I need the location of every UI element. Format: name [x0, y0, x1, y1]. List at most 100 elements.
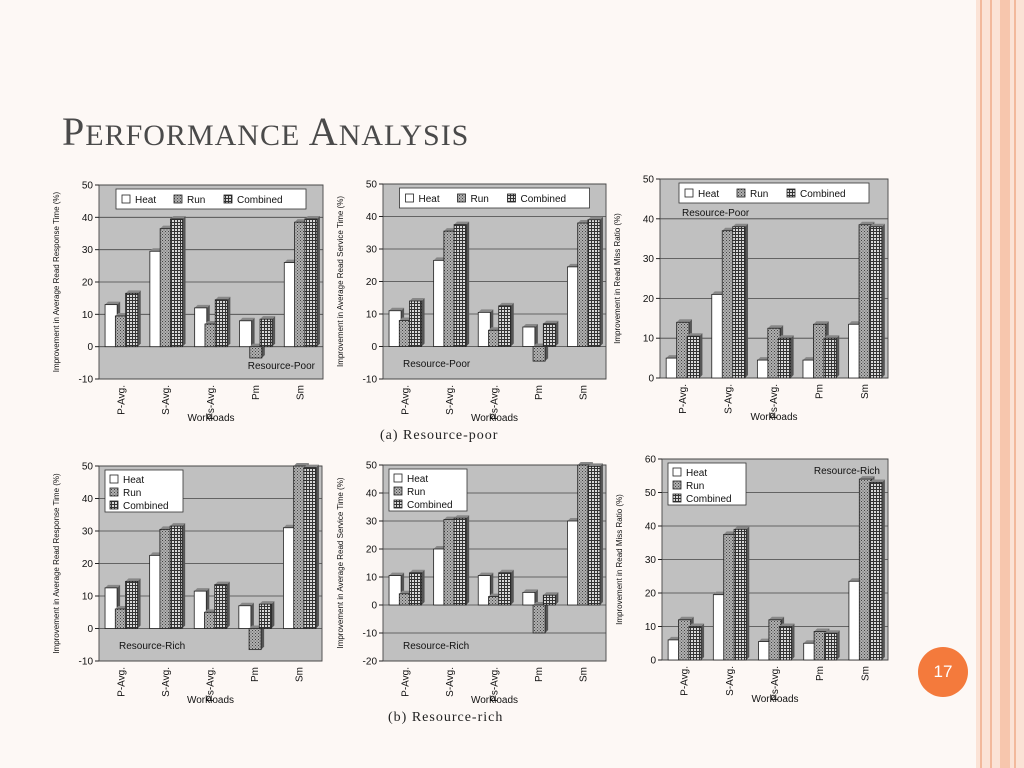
x-tick-label: Ps-Avg. — [769, 384, 780, 419]
x-tick-label: Pm — [815, 384, 826, 399]
y-tick-label: 20 — [82, 278, 94, 289]
bar-combined-sm — [869, 482, 883, 661]
y-tick-label: 50 — [643, 175, 655, 186]
bar-side — [545, 343, 549, 362]
legend-swatch-combined — [393, 499, 403, 509]
bar-top — [389, 572, 405, 576]
y-axis-label: Improvement in Read Miss Ratio (%) — [615, 494, 624, 625]
bar-top — [215, 296, 231, 300]
bar-side — [836, 630, 840, 660]
y-tick-label: 10 — [645, 622, 657, 633]
y-tick-label: 0 — [371, 601, 377, 612]
annotation-label: Resource-Poor — [248, 361, 316, 372]
bar-top — [409, 569, 425, 573]
y-tick-label: 0 — [87, 342, 93, 353]
bar-top — [454, 221, 470, 225]
y-tick-label: 20 — [366, 277, 378, 288]
bar-top — [869, 223, 885, 227]
legend-label-run: Run — [686, 481, 704, 492]
y-axis-label: Improvement in Average Read Response Tim… — [52, 473, 61, 654]
bar-side — [746, 526, 750, 660]
bar-top — [409, 298, 425, 301]
x-axis-label: Workloads — [187, 695, 234, 706]
y-tick-label: 40 — [82, 213, 94, 224]
legend-swatch-combined — [109, 500, 119, 510]
bar-combined-s-avg — [453, 224, 467, 347]
bar-side — [510, 302, 514, 347]
legend-swatch-heat — [672, 467, 682, 477]
caption-resource-poor: (a) Resource-poor — [380, 428, 499, 443]
legend-swatch-combined — [507, 193, 516, 203]
legend-label-heat: Heat — [686, 468, 707, 479]
bar-run-pm — [248, 628, 262, 651]
bar-side — [881, 223, 885, 378]
bar-top — [105, 584, 121, 588]
bar-combined-ps-avg — [214, 299, 228, 348]
legend-swatch-run — [672, 480, 682, 490]
legend-swatch-run — [457, 193, 466, 203]
bar-top — [767, 325, 784, 329]
bar-heat-ps-avg — [193, 590, 207, 629]
x-tick-label: Ps-Avg. — [490, 385, 501, 420]
bar-top — [194, 588, 210, 592]
y-tick-label: 40 — [366, 212, 378, 223]
y-tick-label: 10 — [643, 334, 655, 345]
bar-combined-sm — [587, 465, 601, 606]
bar-top — [170, 215, 186, 219]
bar-combined-ps-avg — [498, 572, 512, 606]
y-tick-label: 50 — [82, 181, 94, 192]
annotation-label: Resource-Poor — [682, 208, 750, 219]
legend-label-combined: Combined — [237, 195, 283, 206]
bar-heat-p-avg — [388, 575, 402, 606]
bar-top — [813, 321, 829, 325]
bar-top — [389, 307, 405, 311]
y-tick-label: 40 — [645, 522, 657, 533]
bar-combined-p-avg — [409, 300, 422, 347]
x-tick-label: Ps-Avg. — [206, 385, 217, 420]
x-tick-label: Pm — [815, 666, 826, 681]
bar-top — [125, 578, 141, 582]
bar-top — [687, 333, 703, 337]
legend: Heat Run Combined — [388, 468, 468, 512]
y-tick-label: 50 — [366, 461, 378, 472]
bar-combined-pm — [258, 603, 272, 629]
chart-5: -20 -10 0 10 20 30 40 50 Improvement in Average … — [336, 461, 607, 706]
annotation-label: Resource-Rich — [814, 466, 880, 477]
legend-label-run: Run — [750, 189, 768, 200]
y-tick-label: 10 — [82, 592, 94, 603]
y-tick-label: 30 — [82, 245, 94, 256]
bar-top — [260, 316, 276, 320]
bar-top — [498, 302, 514, 306]
bar-top — [498, 569, 514, 573]
y-tick-label: 10 — [366, 573, 378, 584]
bar-top — [678, 616, 694, 620]
legend-swatch-run — [393, 486, 403, 496]
x-tick-label: S-Avg. — [161, 385, 172, 415]
bar-side — [421, 569, 425, 605]
x-tick-label: P-Avg. — [116, 385, 127, 415]
bar-combined-ps-avg — [778, 626, 792, 661]
y-tick-label: 60 — [645, 455, 657, 466]
bar-heat-pm — [522, 326, 536, 347]
bar-combined-s-avg — [732, 226, 746, 379]
bar-heat-pm — [522, 592, 536, 606]
legend-label-combined: Combined — [123, 501, 169, 512]
bar-top — [478, 572, 494, 576]
y-tick-label: 0 — [648, 374, 654, 385]
y-tick-label: 20 — [645, 589, 657, 600]
bar-combined-s-avg — [170, 218, 183, 348]
bar-side — [251, 317, 255, 347]
bar-top — [543, 592, 559, 596]
bar-combined-pm — [824, 632, 838, 661]
y-tick-label: 50 — [366, 180, 378, 191]
annotation-label: Resource-Rich — [403, 641, 469, 652]
bar-side — [790, 335, 794, 378]
bar-side — [555, 320, 559, 347]
bar-top — [814, 628, 830, 632]
y-axis-label: Improvement in Average Read Service Time… — [336, 196, 345, 367]
bar-top — [869, 479, 885, 483]
bar-side — [261, 343, 265, 358]
legend-box — [678, 182, 870, 204]
y-tick-label: 30 — [643, 254, 655, 265]
